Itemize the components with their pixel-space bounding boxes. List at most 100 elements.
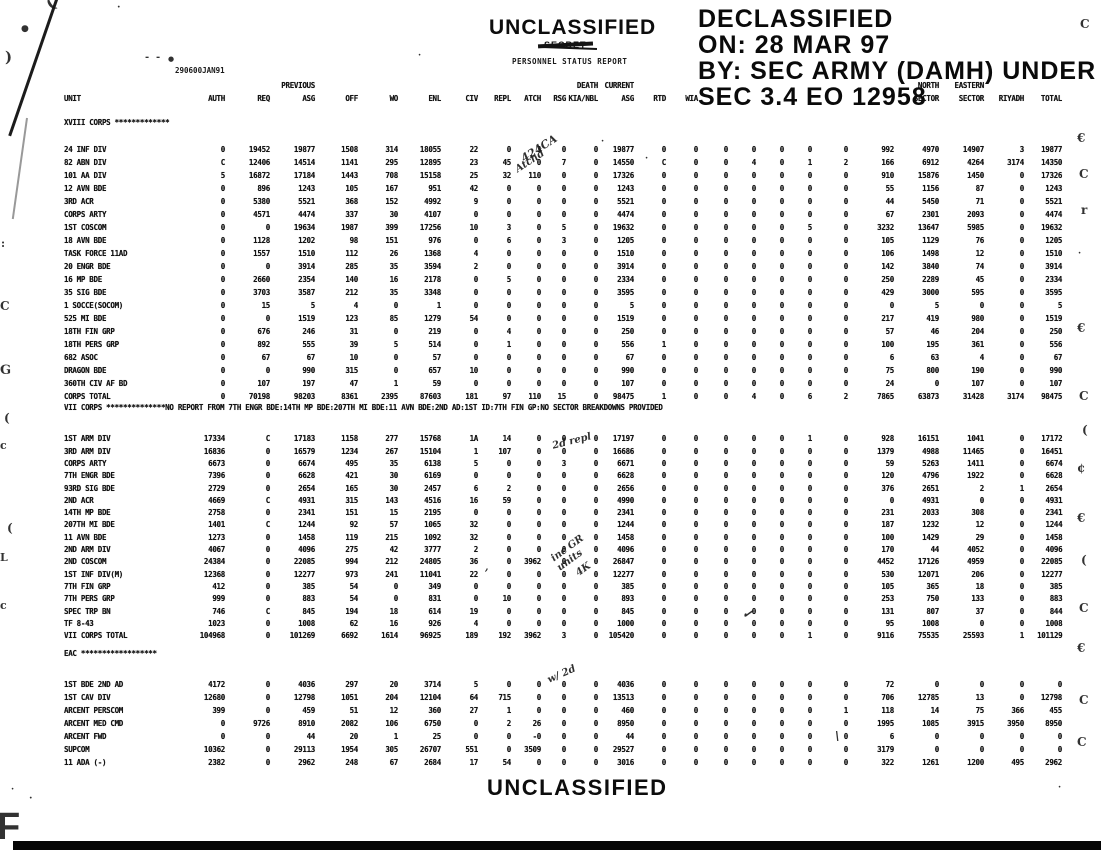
value-cell: 0: [723, 183, 729, 193]
value-cell: 0: [843, 618, 849, 628]
value-cell: 0: [593, 532, 599, 542]
section-header-row: VII CORPS **************NO REPORT FROM 7…: [64, 403, 1063, 433]
table-row: 1ST CAV DIV 12680 0 12798 1051 204 12104 64 715 0…: [64, 691, 1063, 704]
value-cell: 0: [661, 532, 667, 542]
value-cell: 0: [536, 261, 542, 271]
value-cell: C: [265, 606, 271, 616]
unit-cell: DRAGON BDE: [64, 365, 107, 375]
scan-artifact-mark: €: [1077, 131, 1086, 145]
value-cell: 0: [661, 581, 667, 591]
table-row: 2ND ARM DIV 4067 0 4096 275 42 3777 2 0 0 0 0 4096 0 0…: [64, 544, 1063, 556]
value-cell: 0: [843, 235, 849, 245]
value-cell: 0: [220, 352, 226, 362]
value-cell: 15: [557, 391, 567, 401]
unit-cell: 7TH PERS GRP: [64, 594, 115, 604]
value-cell: 67: [261, 352, 271, 362]
value-cell: 0: [506, 744, 512, 754]
value-cell: 0: [779, 718, 785, 728]
value-cell: 0: [751, 235, 757, 245]
value-cell: 0: [506, 508, 512, 518]
value-cell: 1279: [424, 313, 441, 323]
value-cell: 0: [1019, 557, 1025, 567]
value-cell: 87603: [419, 391, 441, 401]
value-cell: 4990: [617, 495, 634, 505]
scan-artifact-mark: F: [0, 806, 21, 848]
value-cell: 5: [506, 274, 512, 284]
scan-artifact-mark: C: [1077, 735, 1087, 749]
value-cell: 0: [506, 196, 512, 206]
value-cell: 0: [506, 618, 512, 628]
value-cell: 1234: [341, 446, 358, 456]
value-cell: [542, 79, 567, 92]
value-cell: 845: [302, 606, 315, 616]
value-cell: 0: [593, 731, 599, 741]
value-cell: 0: [723, 508, 729, 518]
value-cell: 0: [473, 718, 479, 728]
value-cell: 0: [473, 378, 479, 388]
value-cell: 0: [536, 458, 542, 468]
value-cell: 1244: [1045, 520, 1063, 530]
value-cell: 0: [693, 631, 699, 641]
value-cell: 36: [469, 557, 479, 567]
value-cell: 0: [661, 183, 667, 193]
value-cell: 17197: [612, 434, 634, 444]
value-cell: 0: [536, 157, 542, 167]
value-cell: 0: [1019, 183, 1025, 193]
value-cell: 0: [593, 352, 599, 362]
value-cell: 595: [971, 287, 984, 297]
value-cell: 170: [881, 545, 894, 555]
value-cell: 0: [661, 692, 667, 702]
unit-cell: 18TH FIN GRP: [64, 326, 115, 336]
value-cell: 219: [428, 326, 441, 336]
value-cell: 1158: [341, 434, 358, 444]
value-cell: 24805: [419, 557, 441, 567]
value-cell: 14514: [293, 157, 315, 167]
value-cell: 4172: [208, 679, 225, 689]
value-cell: 0: [807, 209, 813, 219]
value-cell: 4: [751, 157, 757, 167]
value-cell: 0: [661, 300, 667, 310]
value-cell: 0: [779, 744, 785, 754]
value-cell: 715: [498, 692, 511, 702]
value-cell: 0: [265, 731, 271, 741]
value-cell: 12: [975, 248, 985, 258]
value-cell: 980: [971, 313, 984, 323]
value-cell: 0: [693, 692, 699, 702]
value-cell: 0: [593, 434, 599, 444]
value-cell: 0: [1019, 606, 1025, 616]
value-cell: 0: [979, 731, 985, 741]
value-cell: 151: [385, 235, 398, 245]
value-cell: 285: [345, 261, 358, 271]
table-row: 20 ENGR BDE 0 0 3914 285 35 3594 2 0 0 0 0 3914 0 0 0 0 0…: [64, 260, 1063, 273]
value-cell: 376: [881, 483, 894, 493]
scan-artifact-mark: (: [4, 411, 10, 425]
value-cell: 0: [561, 618, 567, 628]
value-cell: 0: [536, 705, 542, 715]
value-cell: 206: [971, 569, 984, 579]
stamp-line: DECLASSIFIED: [698, 5, 894, 33]
value-cell: 250: [881, 274, 894, 284]
value-cell: 0: [723, 144, 729, 154]
value-cell: 0: [536, 300, 542, 310]
value-cell: 67: [885, 209, 895, 219]
table-row: 12 AVN BDE 0 896 1243 105 167 951 42 0 0 0 0 1243 0 0 0…: [64, 182, 1063, 195]
value-cell: 0: [693, 391, 699, 401]
value-cell: 0: [561, 757, 567, 767]
value-cell: 3777: [424, 545, 441, 555]
value-cell: 0: [751, 679, 757, 689]
value-cell: 1: [661, 339, 667, 349]
value-cell: 0: [661, 545, 667, 555]
value-cell: 3: [536, 144, 542, 154]
scan-artifact-mark: c: [0, 599, 7, 612]
value-cell: 24384: [203, 557, 225, 567]
unit-cell: 1ST COSCOM: [64, 222, 107, 232]
value-cell: 0: [807, 378, 813, 388]
value-cell: [226, 79, 271, 92]
struck-secret-marking: SECRET: [537, 40, 597, 50]
value-cell: 0: [265, 532, 271, 542]
value-cell: 46: [930, 326, 940, 336]
value-cell: 0: [220, 313, 226, 323]
unit-cell: 1ST BDE 2ND AD: [64, 679, 124, 689]
value-cell: 0: [751, 313, 757, 323]
scan-artifact-mark: ·: [1078, 249, 1082, 259]
